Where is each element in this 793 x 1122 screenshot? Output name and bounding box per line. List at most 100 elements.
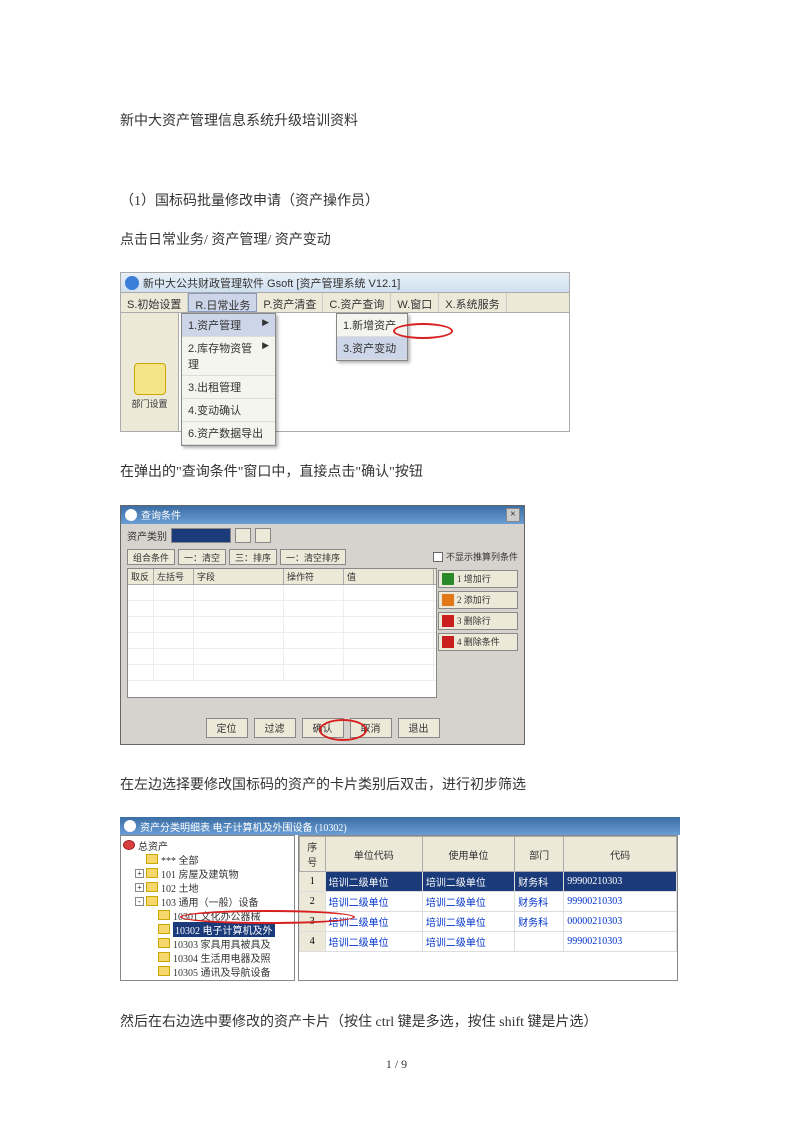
tree-label: 10305 通讯及导航设备 (173, 964, 271, 979)
table-cell: 99900210303 (564, 892, 677, 912)
submenu-item[interactable]: 1.资产管理▶ (182, 314, 275, 337)
combo-dropdown-button[interactable] (235, 528, 251, 543)
table-cell: 99900210303 (564, 932, 677, 952)
submenu-item[interactable]: 3.资产变动 (337, 337, 407, 360)
toolbar-row: 组合条件一：清空三：排序一：清空排序 不显示推算列条件 (121, 547, 524, 567)
table-cell: 00000210303 (564, 912, 677, 932)
app-icon (125, 276, 139, 290)
menu-item[interactable]: X.系统服务 (439, 293, 506, 312)
table-cell: 财务科 (515, 872, 564, 892)
side-button[interactable]: 3 删除行 (438, 612, 518, 630)
checkbox-label: 不显示推算列条件 (446, 550, 518, 563)
table-header-cell: 单位代码 (325, 837, 422, 872)
toolbar-button[interactable]: 三：排序 (229, 549, 277, 565)
tree-node[interactable]: 10303 家具用具被具及 (123, 936, 292, 950)
grid-row[interactable] (128, 601, 436, 617)
dialog-button[interactable]: 过滤 (254, 718, 296, 738)
table-cell: 培训二级单位 (325, 932, 422, 952)
paragraph-4: 然后在右边选中要修改的资产卡片（按住 ctrl 键是多选，按住 shift 键是… (120, 1012, 673, 1034)
table-cell: 培训二级单位 (325, 872, 422, 892)
submenu-item[interactable]: 2.库存物资管理▶ (182, 337, 275, 376)
table-row[interactable]: 2培训二级单位培训二级单位财务科99900210303 (300, 892, 677, 912)
submenu-item[interactable]: 3.出租管理 (182, 376, 275, 399)
type-combo[interactable] (171, 528, 231, 543)
tree-label: *** 全部 (161, 852, 199, 867)
menu-item[interactable]: R.日常业务 (188, 293, 257, 312)
side-button[interactable]: 4 删除条件 (438, 633, 518, 651)
grid-row[interactable] (128, 633, 436, 649)
table-cell: 培训二级单位 (422, 872, 514, 892)
screenshot-menu: 新中大公共财政管理软件 Gsoft [资产管理系统 V12.1] S.初始设置R… (120, 272, 570, 432)
dialog-button[interactable]: 定位 (206, 718, 248, 738)
toolbar-button[interactable]: 一：清空排序 (280, 549, 346, 565)
grid-row[interactable] (128, 585, 436, 601)
side-button[interactable]: 2 添加行 (438, 591, 518, 609)
tree-label: 102 土地 (161, 880, 199, 895)
table-header-cell: 序号 (300, 837, 326, 872)
toolbar-button[interactable]: 组合条件 (127, 549, 175, 565)
tree-label: 10306 视频及音响设备 (173, 978, 271, 982)
menubar: S.初始设置R.日常业务P.资产清查C.资产查询W.窗口X.系统服务 (121, 293, 569, 313)
section-heading: （1）国标码批量修改申请（资产操作员） (120, 190, 673, 210)
table-row[interactable]: 1培训二级单位培训二级单位财务科99900210303 (300, 872, 677, 892)
tree-node[interactable]: 10304 生活用电器及照 (123, 950, 292, 964)
tree-root[interactable]: 总资产 (123, 838, 292, 852)
grid-header-cell: 左括号 (154, 569, 194, 584)
list-titlebar: 资产分类明细表 电子计算机及外围设备 (10302) (120, 817, 680, 835)
table-cell: 培训二级单位 (325, 892, 422, 912)
table-cell: 99900210303 (564, 872, 677, 892)
toolbar-button[interactable]: 一：清空 (178, 549, 226, 565)
doc-title: 新中大资产管理信息系统升级培训资料 (120, 110, 673, 130)
grid-row[interactable] (128, 665, 436, 681)
tree-node[interactable]: 10302 电子计算机及外 (123, 922, 292, 936)
folder-icon (158, 966, 170, 976)
tree-node[interactable]: *** 全部 (123, 852, 292, 866)
submenu-item[interactable]: 6.资产数据导出 (182, 422, 275, 445)
close-button[interactable]: × (506, 508, 520, 522)
app-title: 新中大公共财政管理软件 Gsoft [资产管理系统 V12.1] (143, 275, 400, 291)
dropdown-level2: 1.新增资产3.资产变动 (336, 313, 408, 361)
dialog-title: 查询条件 (141, 507, 181, 522)
menu-item[interactable]: W.窗口 (391, 293, 439, 312)
category-tree[interactable]: 总资产 *** 全部+101 房屋及建筑物+102 土地-103 通用（一般）设… (120, 835, 295, 981)
side-button[interactable]: 1 增加行 (438, 570, 518, 588)
table-header-cell: 代码 (564, 837, 677, 872)
paragraph-3: 在左边选择要修改国标码的资产的卡片类别后双击，进行初步筛选 (120, 775, 673, 797)
grid-header-cell: 取反 (128, 569, 154, 584)
app-titlebar: 新中大公共财政管理软件 Gsoft [资产管理系统 V12.1] (121, 273, 569, 293)
menu-item[interactable]: C.资产查询 (323, 293, 391, 312)
tree-label: 101 房屋及建筑物 (161, 866, 239, 881)
type-label: 资产类别 (127, 528, 167, 543)
dialog-icon (125, 509, 137, 521)
tree-node[interactable]: +102 土地 (123, 880, 292, 894)
hide-derived-checkbox[interactable]: 不显示推算列条件 (433, 550, 518, 563)
table-cell: 财务科 (515, 892, 564, 912)
table-cell: 培训二级单位 (422, 912, 514, 932)
grid-row[interactable] (128, 649, 436, 665)
submenu-item[interactable]: 4.变动确认 (182, 399, 275, 422)
table-cell: 培训二级单位 (422, 892, 514, 912)
grid-header-cell: 字段 (194, 569, 284, 584)
folder-icon (146, 896, 158, 906)
asset-table[interactable]: 序号单位代码使用单位部门代码1培训二级单位培训二级单位财务科9990021030… (298, 835, 678, 981)
menu-item[interactable]: S.初始设置 (121, 293, 188, 312)
folder-icon (158, 910, 170, 920)
menu-item[interactable]: P.资产清查 (257, 293, 323, 312)
grid-row[interactable] (128, 617, 436, 633)
tree-node[interactable]: +101 房屋及建筑物 (123, 866, 292, 880)
tree-node[interactable]: -103 通用（一般）设备 (123, 894, 292, 908)
folder-icon (158, 980, 170, 981)
tree-node[interactable]: 10305 通讯及导航设备 (123, 964, 292, 978)
folder-icon (158, 924, 170, 934)
dialog-button[interactable]: 退出 (398, 718, 440, 738)
tree-node[interactable]: 10306 视频及音响设备 (123, 978, 292, 981)
table-cell: 1 (300, 872, 326, 892)
folder-icon (123, 840, 135, 850)
folder-icon (146, 854, 158, 864)
folder-icon (146, 882, 158, 892)
grid-header-cell: 操作符 (284, 569, 344, 584)
table-row[interactable]: 4培训二级单位培训二级单位99900210303 (300, 932, 677, 952)
combo-lookup-button[interactable] (255, 528, 271, 543)
folder-icon (146, 868, 158, 878)
table-row[interactable]: 3培训二级单位培训二级单位财务科00000210303 (300, 912, 677, 932)
